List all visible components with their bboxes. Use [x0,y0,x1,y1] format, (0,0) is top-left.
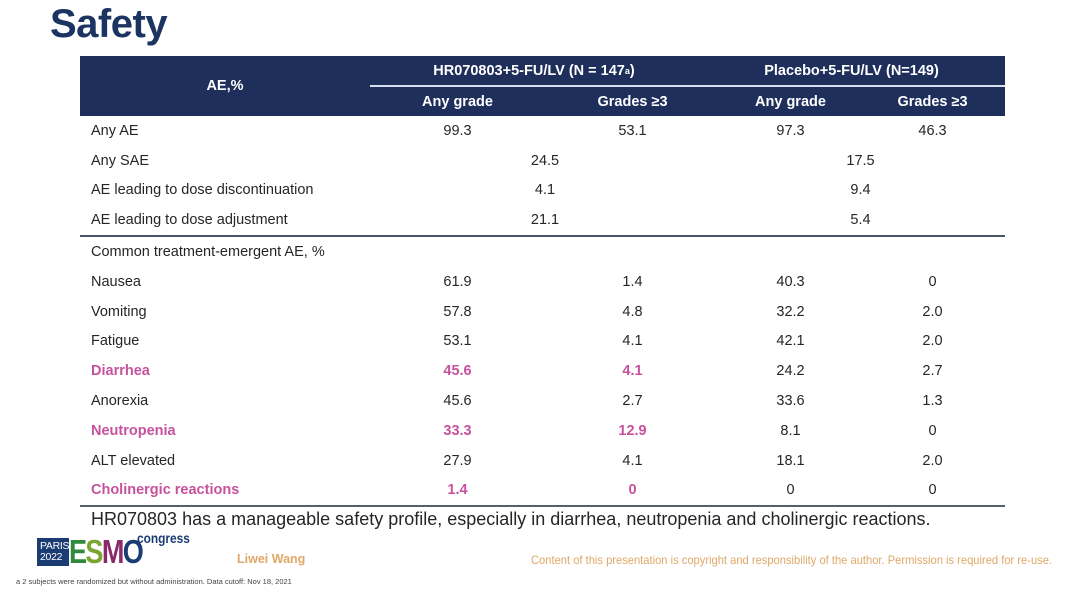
logo-congress: congress [137,530,190,546]
cell-value: 99.3 [443,122,472,139]
cell-value: 0 [786,482,795,499]
group-label-suffix: ) [629,63,635,79]
copyright-notice: Content of this presentation is copyrigh… [531,553,1053,567]
row-label: Nausea [91,273,141,290]
subheader-any-grade-placebo: Any grade [755,93,826,110]
logo-esmo-wordmark: E S M O [69,533,144,570]
table-row-alt-elevated: ALT elevated 27.9 4.1 18.1 2.0 [80,446,1005,476]
table-row-nausea: Nausea 61.9 1.4 40.3 0 [80,267,1005,297]
cell-value: 0 [928,422,937,439]
header-group-placebo: Placebo+5-FU/LV (N=149) [764,63,939,79]
cell-value: 5.4 [850,212,871,229]
row-label: AE leading to dose adjustment [91,212,288,229]
table-row-anorexia: Anorexia 45.6 2.7 33.6 1.3 [80,386,1005,416]
logo-letter-m: M [101,533,125,570]
cell-value: 2.7 [622,393,643,410]
cell-value: 2.0 [922,303,943,320]
cell-value: 24.5 [530,152,560,169]
logo-letter-o: O [122,533,144,570]
safety-table: AE,% HR070803+5-FU/LV (N = 147 a) Placebo… [80,56,1005,508]
row-label: Anorexia [91,393,149,410]
cell-value: 45.6 [443,393,472,410]
table-bottom-divider [80,505,1005,508]
cell-value: 4.1 [534,182,556,199]
subheader-grade3-placebo: Grades ≥3 [897,93,968,110]
esmo-logo: PARIS 2022 E S M O congress [37,530,190,570]
group-label: HR070803+5-FU/LV (N = 147 [433,63,625,79]
cell-value: 46.3 [918,122,947,139]
cell-value: 1.4 [622,273,643,290]
cell-value: 97.3 [776,122,805,139]
cell-value: 21.1 [530,212,560,229]
cell-value: 12.9 [618,422,647,439]
slide-title: Safety [50,2,168,46]
cell-value: 32.2 [776,303,805,320]
teae-rows: Nausea 61.9 1.4 40.3 0 Vomiting 57.8 4.8 32.2 2.0… [80,267,1005,505]
table-row-dose-adjustment: AE leading to dose adjustment 21.1 5.4 [80,205,1005,235]
author-name: Liwei Wang [237,552,306,566]
cell-value: 4.1 [622,333,643,350]
subheader-any-grade-hr: Any grade [422,93,493,110]
section-divider [80,235,1005,238]
cell-value: 53.1 [443,333,472,350]
cell-value: 33.3 [443,422,472,439]
cell-value: 8.1 [780,422,801,439]
logo-city: PARIS [40,540,70,552]
cell-value: 9.4 [850,182,871,199]
cell-value: 0 [928,482,937,499]
table-header: AE,% HR070803+5-FU/LV (N = 147 a) Placebo… [80,56,1005,116]
cell-value: 24.2 [776,363,805,380]
section-label-row: Common treatment-emergent AE, % [80,237,1005,267]
table-row-dose-discontinuation: AE leading to dose discontinuation 4.1 9… [80,176,1005,206]
cell-value: 0 [928,273,937,290]
cell-value: 53.1 [618,122,647,139]
header-group-hr070803: HR070803+5-FU/LV (N = 147 a) [433,63,635,79]
cell-value: 33.6 [776,393,805,410]
cell-value: 18.1 [776,452,805,469]
cell-value: 0 [628,482,637,499]
cell-value: 4.1 [622,363,643,380]
table-row-diarrhea: Diarrhea 45.6 4.1 24.2 2.7 [80,356,1005,386]
cell-value: 4.1 [622,452,643,469]
row-label: Any SAE [91,152,150,169]
cell-value: 1.3 [922,393,943,410]
cell-value: 2.7 [922,363,943,380]
header-divider [370,85,1005,87]
logo-paris-2022: PARIS 2022 [37,538,70,566]
cell-value: 61.9 [443,273,472,290]
cell-value: 4.8 [622,303,643,320]
row-label: ALT elevated [91,452,176,469]
cell-value: 42.1 [776,333,805,350]
logo-year: 2022 [40,551,63,563]
header-ae-label: AE,% [206,78,244,94]
row-label: Cholinergic reactions [91,482,240,499]
section-label: Common treatment-emergent AE, % [91,244,325,261]
row-label: AE leading to dose discontinuation [91,182,314,199]
row-label: Vomiting [91,303,147,320]
table-row-neutropenia: Neutropenia 33.3 12.9 8.1 0 [80,416,1005,446]
subheader-grade3-hr: Grades ≥3 [597,93,668,110]
footnote: a 2 subjects were randomized but without… [16,577,292,586]
table-row-any-sae: Any SAE 24.5 17.5 [80,146,1005,176]
logo-letter-s: S [85,533,103,570]
row-label: Neutropenia [91,422,176,439]
conclusion-text: HR070803 has a manageable safety profile… [91,509,931,529]
cell-value: 57.8 [443,303,472,320]
table-row-fatigue: Fatigue 53.1 4.1 42.1 2.0 [80,327,1005,357]
table-row-any-ae: Any AE 99.3 53.1 97.3 46.3 [80,116,1005,146]
row-label: Fatigue [91,333,140,350]
logo-letter-e: E [69,533,87,570]
cell-value: 45.6 [443,363,472,380]
table-row-cholinergic-reactions: Cholinergic reactions 1.4 0 0 0 [80,476,1005,506]
row-label: Diarrhea [91,363,150,380]
cell-value: 40.3 [776,273,805,290]
cell-value: 1.4 [447,482,468,499]
table-row-vomiting: Vomiting 57.8 4.8 32.2 2.0 [80,297,1005,327]
cell-value: 27.9 [443,452,472,469]
cell-value: 2.0 [922,333,943,350]
cell-value: 17.5 [846,152,875,169]
cell-value: 2.0 [922,452,943,469]
row-label: Any AE [91,122,139,139]
